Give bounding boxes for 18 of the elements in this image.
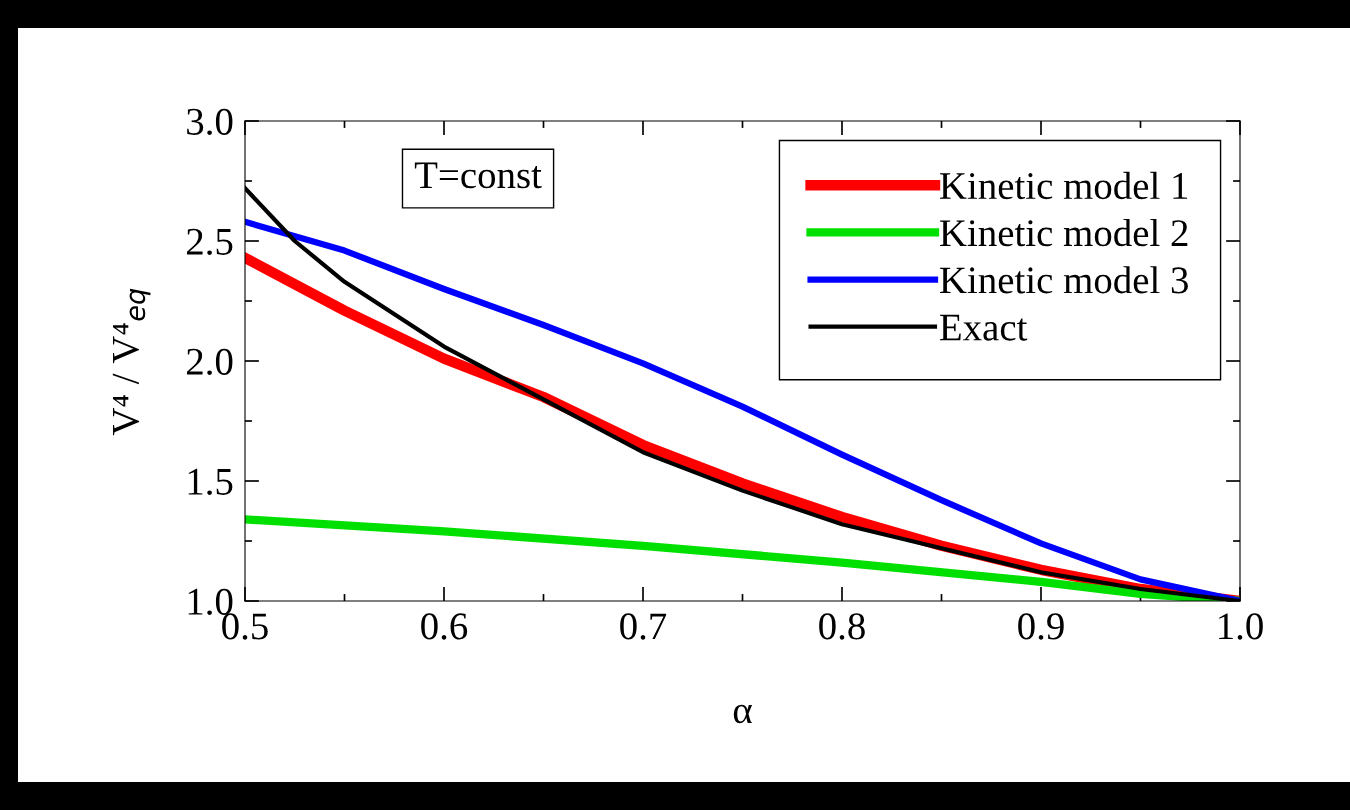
legend-label: Kinetic model 2	[940, 218, 1188, 247]
x-tick-label: 0.5	[222, 613, 268, 640]
x-tick-label: 0.9	[1018, 613, 1064, 640]
y-tick-label: 2.5	[186, 228, 233, 256]
y-tick-label: 1.0	[188, 588, 233, 616]
legend-label: Kinetic model 1	[940, 171, 1188, 200]
x-axis-title: α	[733, 704, 752, 724]
x-tick-label: 0.7	[620, 613, 667, 640]
x-tick-label: 1.0	[1219, 613, 1263, 640]
y-axis-title: V⁴ / V⁴$_{eq}$	[112, 288, 151, 436]
legend-label: Exact	[940, 314, 1028, 341]
annotation: T=const	[414, 162, 542, 189]
y-tick-label: 2.0	[186, 348, 233, 376]
y-tick-label: 1.5	[188, 468, 233, 496]
y-tick-label: 3.0	[187, 108, 233, 136]
x-tick-label: 0.6	[421, 613, 468, 640]
x-tick-label: 0.8	[819, 613, 865, 640]
legend-label: Kinetic model 3	[940, 266, 1188, 294]
